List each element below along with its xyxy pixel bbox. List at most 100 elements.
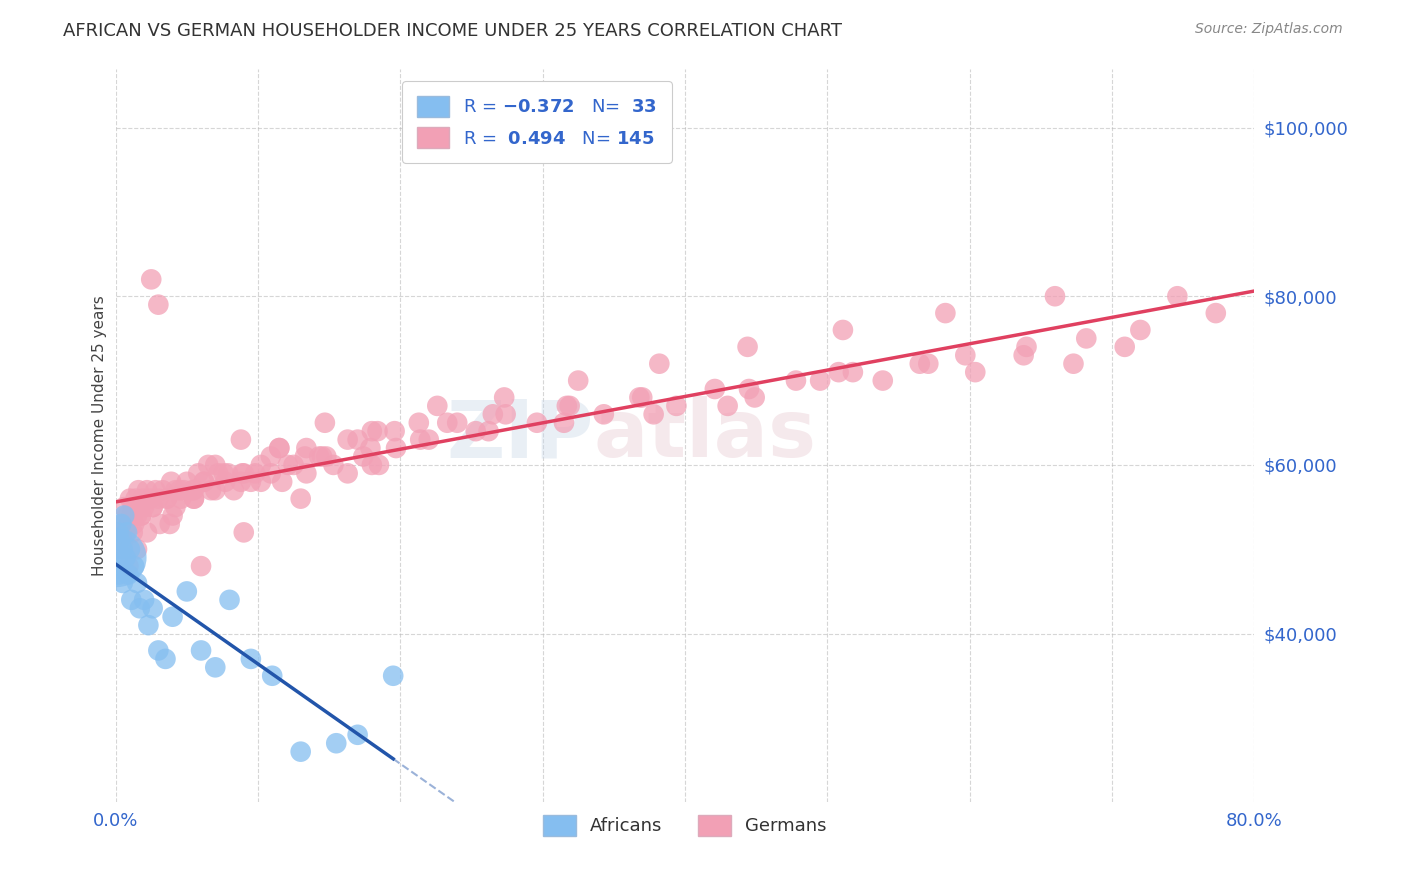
Point <box>115 508 138 523</box>
Point <box>162 508 184 523</box>
Point <box>165 500 187 514</box>
Point <box>108 533 131 548</box>
Point <box>1043 289 1066 303</box>
Point <box>322 458 344 472</box>
Point <box>187 467 209 481</box>
Point <box>239 475 262 489</box>
Point <box>117 567 139 582</box>
Point <box>553 416 575 430</box>
Point <box>111 576 134 591</box>
Point <box>183 491 205 506</box>
Point <box>1205 306 1227 320</box>
Point <box>160 475 183 489</box>
Point <box>464 424 486 438</box>
Point <box>269 441 291 455</box>
Point <box>477 424 499 438</box>
Point <box>260 467 283 481</box>
Point <box>134 500 156 514</box>
Point <box>558 399 581 413</box>
Point <box>1015 340 1038 354</box>
Text: atlas: atlas <box>593 396 817 475</box>
Point <box>382 669 405 683</box>
Point <box>222 483 245 498</box>
Point <box>250 475 273 489</box>
Point <box>148 643 170 657</box>
Point <box>165 483 187 498</box>
Point <box>142 500 165 514</box>
Point <box>114 550 136 565</box>
Text: ZIP: ZIP <box>447 396 593 475</box>
Point <box>808 374 831 388</box>
Point <box>128 601 150 615</box>
Point <box>183 491 205 506</box>
Point <box>117 559 139 574</box>
Point <box>592 407 614 421</box>
Point <box>965 365 987 379</box>
Point <box>495 407 517 421</box>
Point <box>141 272 163 286</box>
Point <box>555 399 578 413</box>
Legend: Africans, Germans: Africans, Germans <box>534 805 837 845</box>
Point <box>360 458 382 472</box>
Point <box>115 525 138 540</box>
Point <box>204 660 226 674</box>
Point <box>152 483 174 498</box>
Point <box>105 550 128 565</box>
Point <box>384 424 406 438</box>
Point <box>294 450 316 464</box>
Point <box>142 500 165 514</box>
Point <box>295 467 318 481</box>
Point <box>120 592 142 607</box>
Point <box>112 500 135 514</box>
Point <box>120 508 142 523</box>
Point <box>190 559 212 574</box>
Point <box>737 340 759 354</box>
Point <box>346 433 368 447</box>
Point <box>200 483 222 498</box>
Point <box>346 728 368 742</box>
Point <box>136 525 159 540</box>
Point <box>262 669 284 683</box>
Point <box>290 745 312 759</box>
Y-axis label: Householder Income Under 25 years: Householder Income Under 25 years <box>93 295 107 575</box>
Point <box>155 652 177 666</box>
Point <box>110 525 132 540</box>
Point <box>436 416 458 430</box>
Point <box>127 483 149 498</box>
Point <box>148 298 170 312</box>
Point <box>110 516 132 531</box>
Point <box>121 500 143 514</box>
Point <box>159 516 181 531</box>
Point <box>295 441 318 455</box>
Point <box>204 483 226 498</box>
Point <box>125 542 148 557</box>
Text: AFRICAN VS GERMAN HOUSEHOLDER INCOME UNDER 25 YEARS CORRELATION CHART: AFRICAN VS GERMAN HOUSEHOLDER INCOME UND… <box>63 22 842 40</box>
Point <box>1076 331 1098 345</box>
Point <box>917 357 939 371</box>
Point <box>325 736 347 750</box>
Point <box>290 491 312 506</box>
Point <box>352 450 374 464</box>
Point <box>207 467 229 481</box>
Point <box>176 584 198 599</box>
Point <box>567 374 589 388</box>
Point <box>717 399 740 413</box>
Point <box>122 559 145 574</box>
Point <box>217 467 239 481</box>
Point <box>409 433 432 447</box>
Point <box>482 407 505 421</box>
Point <box>311 450 333 464</box>
Point <box>129 508 152 523</box>
Point <box>214 475 236 489</box>
Point <box>212 467 235 481</box>
Point <box>336 467 359 481</box>
Point <box>526 416 548 430</box>
Point <box>231 467 253 481</box>
Point <box>336 433 359 447</box>
Text: Source: ZipAtlas.com: Source: ZipAtlas.com <box>1195 22 1343 37</box>
Point <box>156 491 179 506</box>
Point <box>1012 348 1035 362</box>
Point <box>107 567 129 582</box>
Point <box>122 516 145 531</box>
Point <box>408 416 430 430</box>
